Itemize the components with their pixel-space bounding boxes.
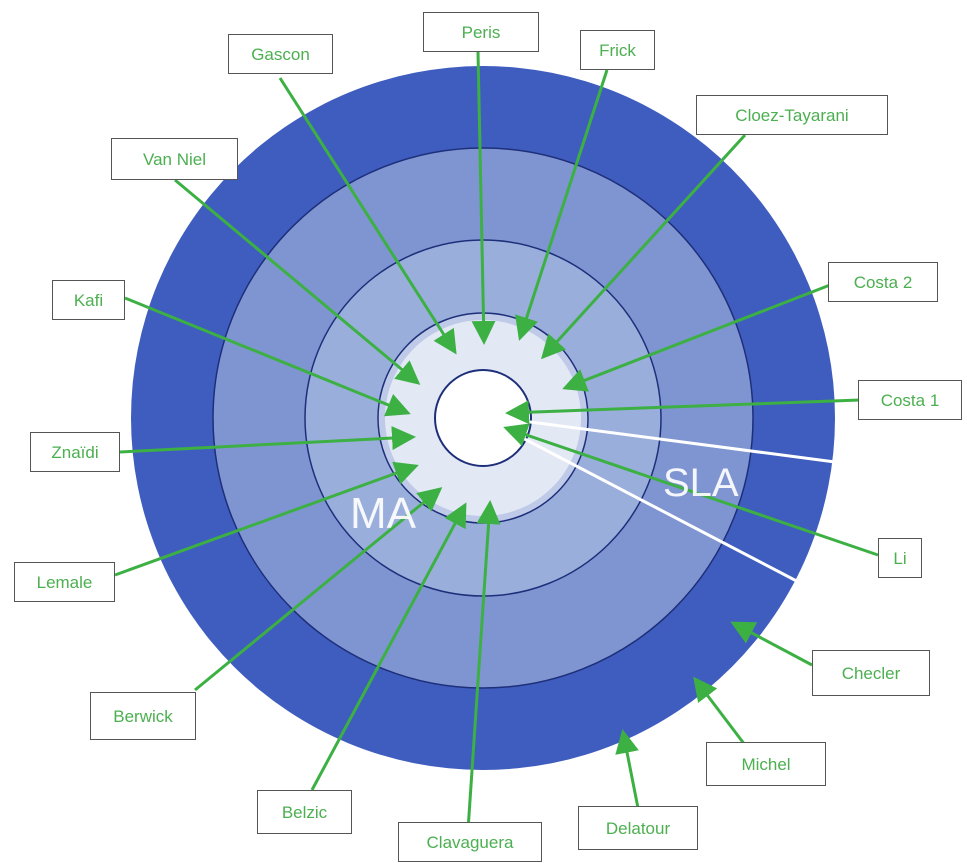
label-frick: Frick: [580, 30, 655, 70]
arrow-znaidi: [119, 426, 416, 454]
arrow-costa-2: [562, 283, 831, 392]
arrow-belzic: [310, 502, 467, 791]
label-peris: Peris: [423, 12, 539, 52]
label-li: Li: [878, 538, 922, 578]
label-costa-2: Costa 2: [828, 262, 938, 302]
arrow-li: [503, 423, 879, 557]
label-gascon: Gascon: [228, 34, 333, 74]
sla-wedge-lines: [514, 418, 836, 590]
region-sla-label: SLA: [663, 461, 739, 505]
label-delatour: Delatour: [578, 806, 698, 850]
arrow-berwick: [194, 487, 443, 692]
arrow-delatour: [615, 729, 640, 809]
label-van-niel: Van Niel: [111, 138, 238, 180]
label-berwick: Berwick: [90, 692, 196, 740]
rings: [131, 66, 835, 770]
center-circle: [434, 369, 532, 467]
arrow-checler: [730, 621, 813, 667]
label-checler: Checler: [812, 650, 930, 696]
arrow-clavaguera: [466, 500, 501, 831]
label-clavaguera: Clavaguera: [398, 822, 542, 862]
arrow-van-niel: [174, 178, 421, 385]
region-ma-label: MA: [350, 489, 416, 538]
label-znaidi: Znaïdi: [30, 432, 120, 472]
label-belzic: Belzic: [257, 790, 352, 834]
arrow-peris: [471, 51, 496, 345]
arrow-kafi: [124, 296, 411, 417]
label-kafi: Kafi: [52, 280, 125, 320]
arrow-michel: [693, 676, 747, 746]
arrow-costa-1: [505, 398, 861, 425]
arrow-cloez-tayarani: [540, 133, 747, 360]
wedge-line-upper: [514, 418, 836, 464]
arrow-lemale: [114, 461, 419, 577]
wedge-line-lower: [514, 432, 811, 590]
label-lemale: Lemale: [14, 562, 115, 602]
arrows: [114, 51, 879, 831]
label-cloez-tayarani: Cloez-Tayarani: [696, 95, 888, 135]
label-michel: Michel: [706, 742, 826, 786]
arrow-gascon: [278, 77, 457, 355]
arrow-frick: [515, 69, 609, 341]
label-costa-1: Costa 1: [858, 380, 962, 420]
